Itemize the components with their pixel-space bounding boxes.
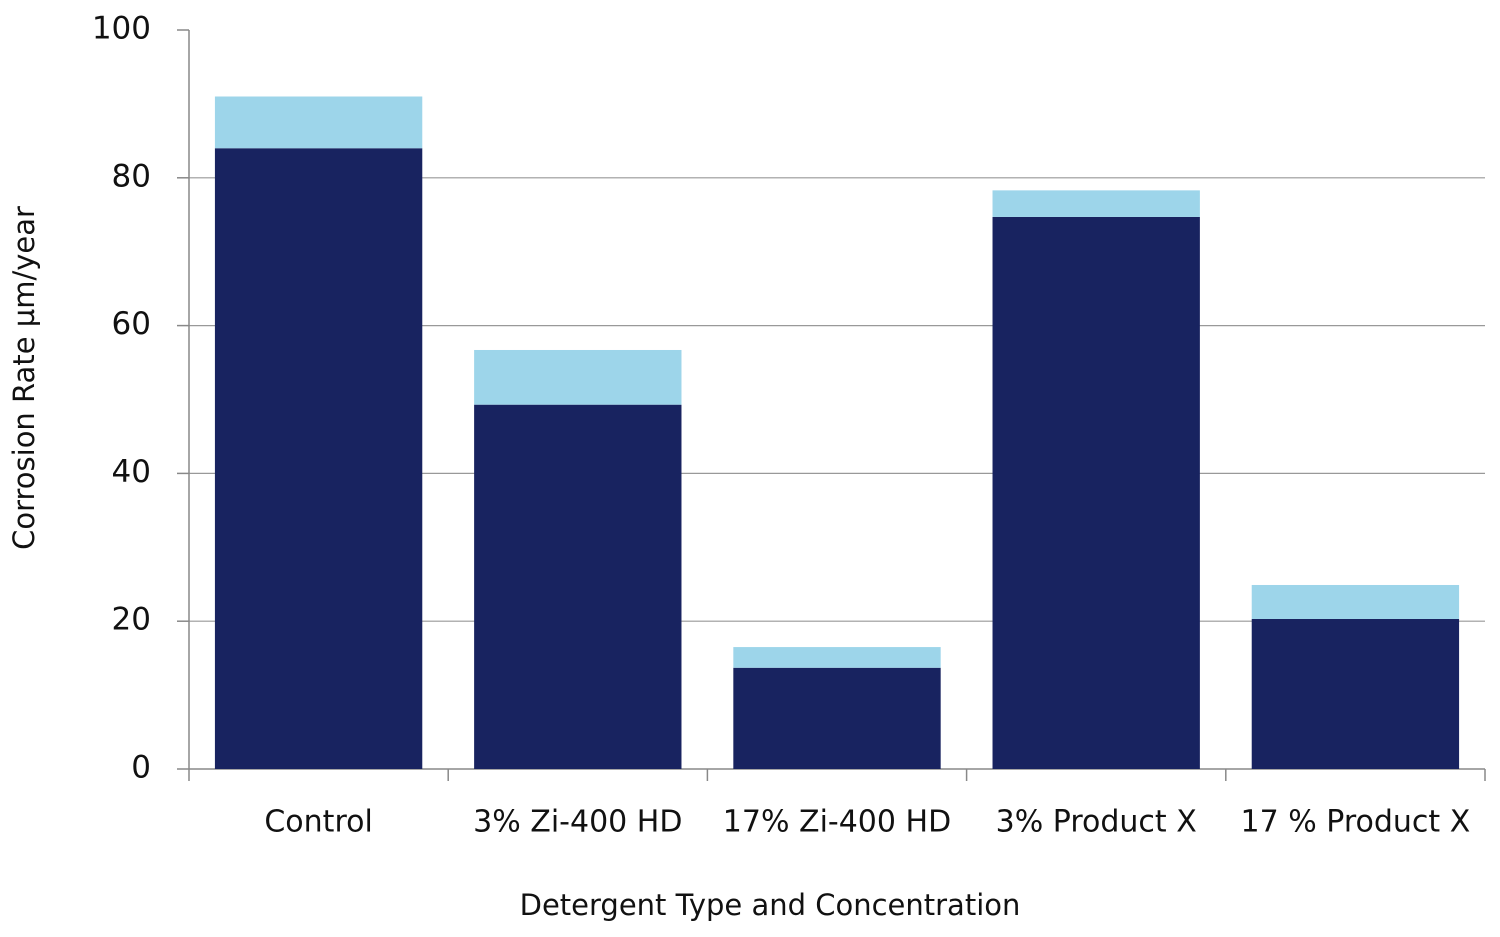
bar-segment bbox=[733, 647, 941, 668]
y-tick-label: 80 bbox=[112, 158, 151, 194]
y-tick-label: 0 bbox=[131, 750, 151, 786]
y-tick-label: 60 bbox=[112, 306, 151, 342]
x-tick-label: 3% Zi-400 HD bbox=[473, 805, 682, 840]
y-tick-label: 20 bbox=[112, 602, 151, 638]
y-tick-label: 100 bbox=[92, 11, 151, 47]
y-tick-label: 40 bbox=[112, 454, 151, 490]
x-tick-label: 3% Product X bbox=[996, 805, 1197, 840]
bar-segment bbox=[474, 349, 682, 405]
y-axis-title: Corrosion Rate µm/year bbox=[7, 206, 41, 550]
bar-segment bbox=[1251, 618, 1460, 769]
bar-segment bbox=[214, 148, 423, 770]
bar-segment bbox=[992, 190, 1200, 217]
x-tick-label: 17% Zi-400 HD bbox=[723, 805, 951, 840]
bar-segment bbox=[214, 96, 423, 149]
x-tick-label: Control bbox=[264, 805, 372, 840]
bar-segment bbox=[992, 216, 1200, 770]
bar-segment bbox=[474, 404, 682, 769]
x-axis-title: Detergent Type and Concentration bbox=[520, 888, 1021, 922]
x-tick-label: 17 % Product X bbox=[1241, 805, 1471, 840]
bar-segment bbox=[733, 667, 941, 769]
bar-segment bbox=[1251, 584, 1460, 619]
